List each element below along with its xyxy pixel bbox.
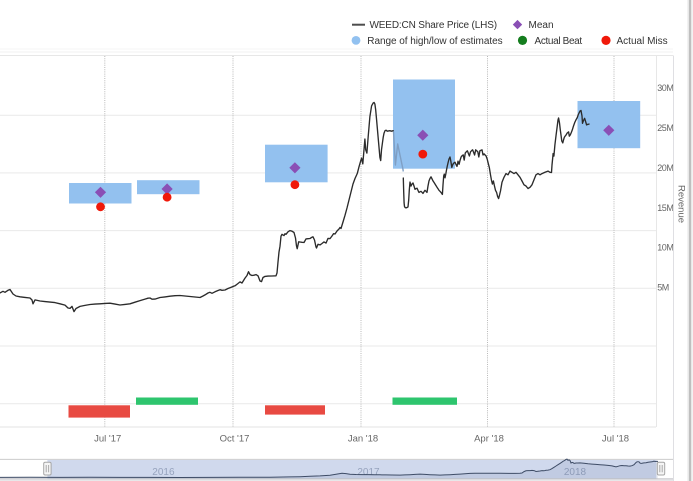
svg-text:2016: 2016 <box>152 467 175 478</box>
svg-text:Apr '18: Apr '18 <box>474 433 504 444</box>
svg-text:15M: 15M <box>657 203 673 213</box>
svg-text:Jan '18: Jan '18 <box>348 433 378 444</box>
svg-text:5M: 5M <box>657 282 669 292</box>
svg-text:Mean: Mean <box>529 20 554 31</box>
svg-text:Jul '17: Jul '17 <box>94 433 121 444</box>
svg-text:Actual Beat: Actual Beat <box>535 36 583 47</box>
svg-text:2017: 2017 <box>357 467 380 478</box>
svg-text:10M: 10M <box>657 243 673 253</box>
svg-text:25M: 25M <box>657 123 673 133</box>
svg-text:Jul '18: Jul '18 <box>602 433 629 444</box>
svg-text:Actual Miss: Actual Miss <box>617 36 668 47</box>
svg-text:Revenue: Revenue <box>676 185 687 223</box>
svg-text:30M: 30M <box>657 83 673 93</box>
svg-text:Range of high/low of estimates: Range of high/low of estimates <box>367 36 502 47</box>
svg-text:Oct '17: Oct '17 <box>220 433 250 444</box>
svg-text:20M: 20M <box>657 163 673 173</box>
svg-text:2018: 2018 <box>564 467 587 478</box>
svg-text:WEED:CN Share Price (LHS): WEED:CN Share Price (LHS) <box>370 20 497 31</box>
